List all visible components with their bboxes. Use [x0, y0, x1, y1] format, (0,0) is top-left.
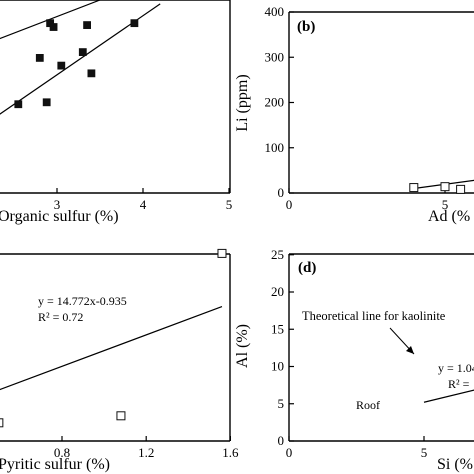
x-tick-label: 5 [442, 197, 449, 212]
panel-b-fit-line [413, 179, 474, 190]
data-point-filled [49, 23, 58, 31]
data-point-filled [87, 69, 96, 78]
data-point-open [217, 248, 227, 258]
x-tick-label: 5 [226, 197, 233, 212]
panel-d-y-axis-label: Al (%) [234, 324, 251, 368]
data-point-filled [14, 100, 23, 109]
data-point-filled [130, 19, 139, 28]
data-point-open [456, 184, 466, 194]
panel-organic-sulfur: 2345 Organic sulfur (%) [0, 0, 232, 225]
data-point-filled [78, 48, 87, 57]
data-point-open [440, 182, 450, 192]
x-tick-label: 1.6 [222, 445, 239, 460]
panel-b-x-axis-label: Ad (% [428, 208, 470, 225]
panel-a-x-ticks: 2345 [54, 188, 233, 212]
panel-c-data-points [0, 248, 227, 428]
series-line-upper-bound [0, 0, 101, 40]
panel-d-r-squared: R² = [448, 377, 470, 391]
panel-a-data-points [14, 19, 139, 109]
panel-pyritic-sulfur: 0.8 1.2 1.6 y = 14.772x-0.935 R² = 0.72 Py… [0, 248, 239, 473]
y-tick-label: 0 [278, 433, 285, 448]
series-line-fit [423, 389, 474, 403]
x-tick-label: 0.8 [54, 445, 70, 460]
panel-a-x-axis-label: Organic sulfur (%) [0, 208, 119, 225]
data-point-filled [35, 54, 44, 62]
data-point-filled [83, 21, 91, 29]
panel-d-theoretical-label: Theoretical line for kaolinite [302, 309, 446, 323]
y-tick-label: 200 [265, 95, 285, 110]
panel-d-arrow-head [406, 346, 414, 354]
y-tick-label: 400 [265, 4, 285, 19]
x-tick-label: 0 [286, 197, 293, 212]
x-tick-label: 0 [286, 445, 293, 460]
data-point-open [409, 183, 419, 193]
data-point-open [116, 411, 126, 421]
panel-d-x-axis-label: Si (% [437, 456, 473, 473]
x-tick-label: 5 [421, 445, 428, 460]
x-tick-label: 3 [54, 197, 61, 212]
panel-d-letter: (d) [298, 260, 316, 276]
panel-c-x-ticks: 0.8 1.2 1.6 [54, 436, 239, 460]
data-point-filled [42, 98, 51, 107]
panel-d-lines [423, 389, 474, 403]
panel-c-fit-line [0, 306, 223, 391]
x-tick-label: 4 [140, 197, 147, 212]
panel-a-bound-lines [0, 0, 161, 115]
panel-c-r-squared: R² = 0.72 [38, 310, 83, 324]
y-tick-label: 100 [265, 140, 285, 155]
y-tick-label: 10 [271, 359, 284, 374]
data-point-open [0, 418, 4, 428]
y-tick-label: 300 [265, 49, 285, 64]
panel-b-data-points [409, 182, 466, 194]
panel-d-equation: y = 1.04 [438, 361, 474, 375]
data-point-filled [57, 61, 66, 70]
y-tick-label: 0 [278, 185, 285, 200]
series-line-lower-bound [0, 3, 161, 115]
panel-b-letter: (b) [297, 19, 315, 35]
y-tick-label: 20 [271, 284, 284, 299]
y-tick-label: 5 [278, 396, 285, 411]
panel-c-x-axis-label: Pyritic sulfur (%) [0, 456, 110, 473]
x-tick-label: 1.2 [138, 445, 154, 460]
series-line-fit [413, 179, 474, 190]
y-tick-label: 15 [271, 321, 284, 336]
panel-d-roof-label: Roof [356, 398, 380, 412]
panel-d-al-vs-si: 0 5 10 15 20 25 0 5 10 (d) Theoretical line for… [234, 247, 474, 473]
panel-b-y-axis-label: Li (ppm) [234, 74, 251, 131]
panel-b-y-ticks: 0 100 200 300 400 [265, 4, 294, 200]
y-tick-label: 25 [271, 247, 284, 262]
panel-c-equation: y = 14.772x-0.935 [38, 294, 127, 308]
series-line-fit [0, 306, 223, 391]
panel-d-y-ticks: 0 5 10 15 20 25 [271, 247, 294, 448]
